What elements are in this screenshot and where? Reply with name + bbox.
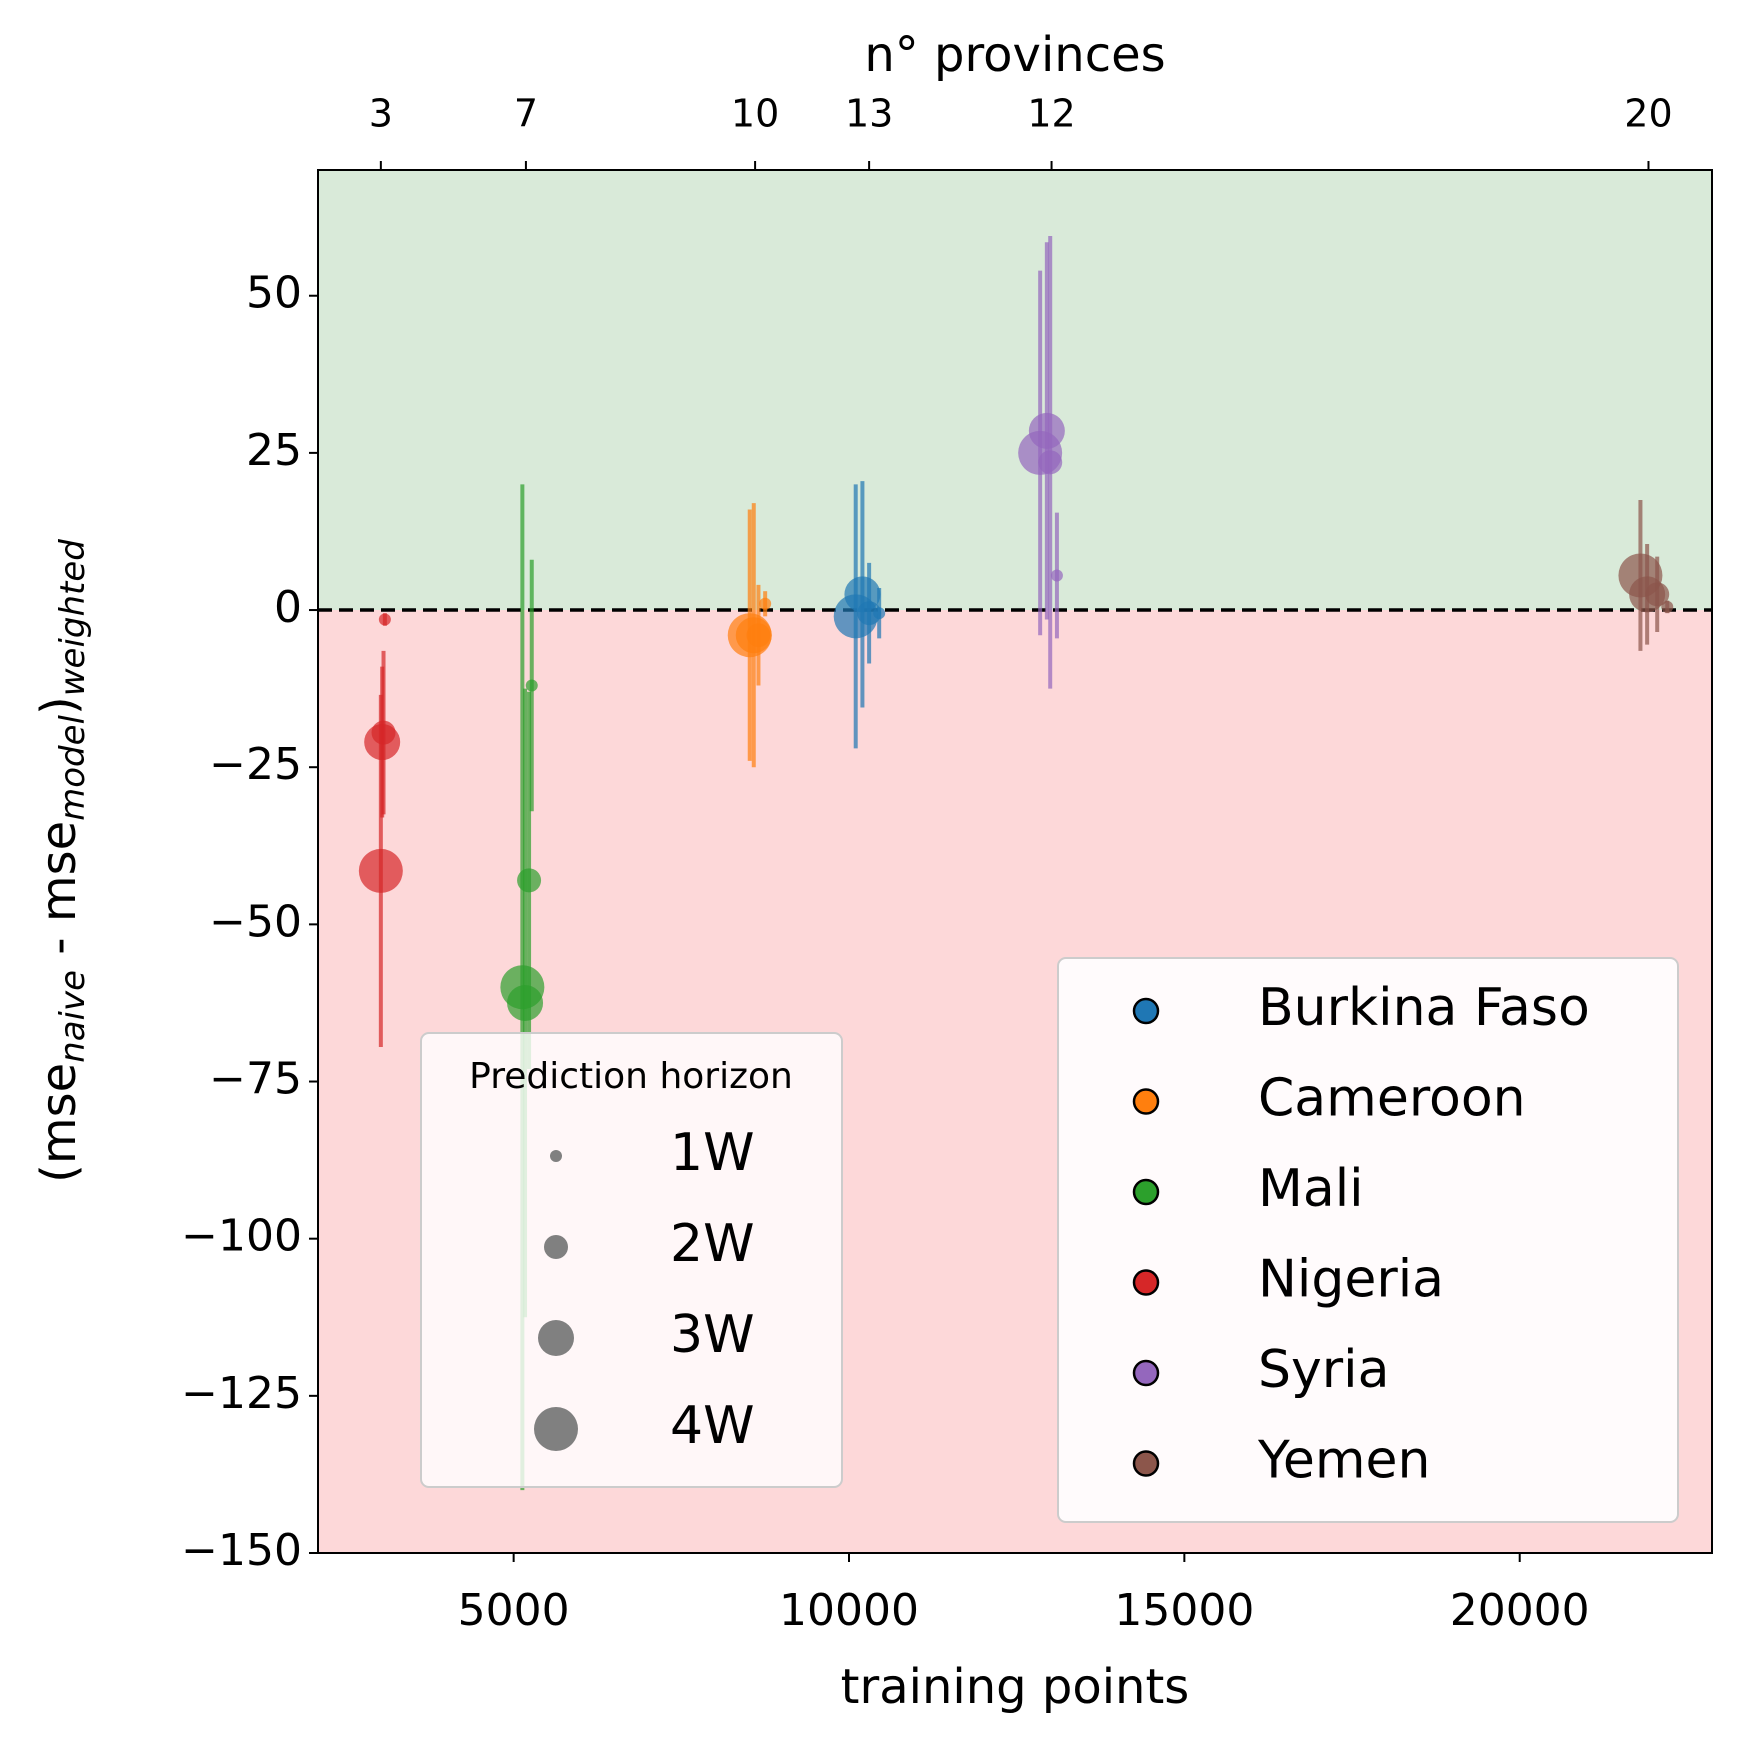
y-label-part: - mse: [31, 821, 87, 970]
legend-label: Nigeria: [1258, 1250, 1444, 1310]
point: [517, 868, 542, 893]
size-legend-marker: [544, 1235, 568, 1259]
x2-axis-label: n° provinces: [864, 27, 1165, 83]
x2-tick-label: 3: [369, 92, 393, 136]
y-axis-label: (msenaive - msemodel)weighted: [31, 539, 93, 1183]
x-tick-label: 20000: [1450, 1585, 1590, 1636]
size-legend-marker: [534, 1407, 578, 1451]
y-tick-label: −25: [209, 739, 302, 790]
x2-tick-label: 13: [845, 92, 893, 136]
legend-label: Yemen: [1257, 1431, 1430, 1491]
y-label-part: weighted: [53, 539, 93, 697]
x-tick-label: 15000: [1114, 1585, 1254, 1636]
x-tick-label: 10000: [779, 1585, 919, 1636]
y-tick-label: −125: [181, 1368, 302, 1419]
point: [364, 724, 401, 761]
y-tick-label: −100: [181, 1211, 302, 1262]
positive-region: [318, 170, 1712, 611]
point: [378, 613, 391, 626]
x-tick-label: 5000: [458, 1585, 570, 1636]
size-legend-marker: [538, 1320, 574, 1356]
point: [727, 613, 772, 658]
y-tick-label: −50: [209, 896, 302, 947]
point: [1618, 553, 1663, 598]
legend-box: [1057, 957, 1679, 1523]
size-legend-label: 1W: [670, 1123, 755, 1183]
x-axis-label: training points: [841, 1659, 1190, 1715]
point: [500, 965, 545, 1010]
legend-marker: [1132, 1450, 1160, 1477]
legend-marker: [1132, 1359, 1160, 1387]
legend-label: Syria: [1258, 1340, 1389, 1400]
size-legend-box: [420, 1032, 843, 1488]
point: [833, 594, 878, 639]
legend-marker: [1132, 1178, 1160, 1206]
x2-tick-label: 20: [1624, 92, 1672, 136]
y-label-part: ): [31, 696, 87, 715]
y-label-part: naive: [53, 970, 93, 1063]
size-legend-title: Prediction horizon: [469, 1056, 793, 1097]
size-legend-label: 2W: [670, 1214, 755, 1274]
x2-tick-label: 7: [514, 92, 538, 136]
x2-tick-label: 10: [731, 92, 779, 136]
legend-label: Mali: [1258, 1159, 1364, 1219]
y-label-part: (mse: [31, 1063, 87, 1183]
y-tick-label: 50: [246, 268, 302, 319]
y-tick-label: 0: [274, 582, 302, 633]
y-tick-label: 25: [246, 425, 302, 476]
point: [1050, 569, 1063, 582]
legend-marker: [1132, 997, 1160, 1025]
y-tick-label: −75: [209, 1054, 302, 1105]
x2-tick-label: 12: [1027, 92, 1075, 136]
legend-label: Burkina Faso: [1258, 978, 1590, 1038]
legend-marker: [1132, 1088, 1160, 1115]
point: [1018, 430, 1063, 475]
point: [358, 848, 403, 893]
y-label-part: model: [53, 714, 93, 820]
plot-frame: [317, 169, 1713, 1554]
point: [759, 597, 772, 610]
size-legend-label: 4W: [670, 1396, 755, 1456]
size-legend-label: 3W: [670, 1305, 755, 1365]
legend-marker: [1132, 1269, 1160, 1296]
size-legend-marker: [550, 1150, 562, 1162]
y-tick-label: −150: [181, 1525, 302, 1576]
legend-label: Cameroon: [1258, 1069, 1526, 1129]
point: [525, 679, 538, 692]
